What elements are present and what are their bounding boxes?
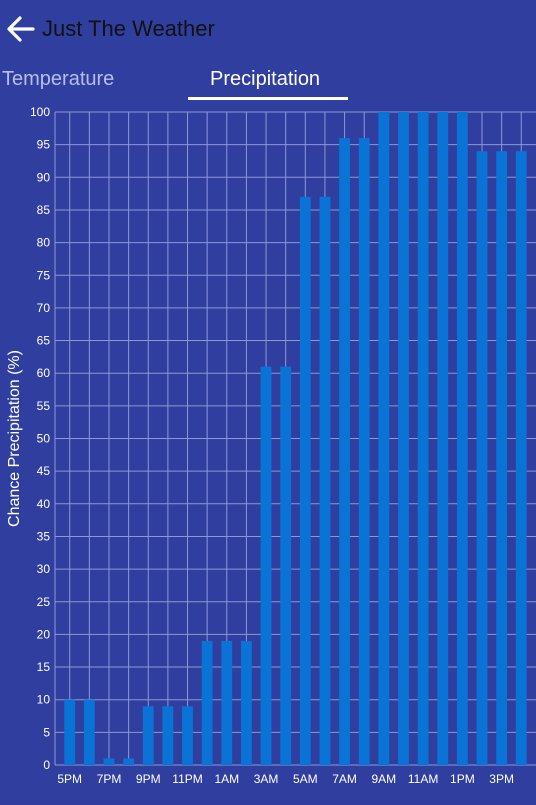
y-tick-label: 80	[37, 236, 51, 250]
app-title: Just The Weather	[42, 16, 215, 41]
bar	[437, 112, 449, 765]
x-tick-label: 11AM	[408, 772, 438, 786]
bar	[358, 138, 370, 765]
bar	[103, 758, 115, 765]
bar	[182, 706, 193, 765]
y-tick-label: 30	[37, 562, 51, 576]
bar	[123, 758, 135, 765]
bar	[299, 196, 311, 765]
x-tick-label: 3AM	[254, 772, 279, 786]
tab-selected-indicator	[188, 97, 348, 100]
bar	[201, 640, 213, 765]
bar	[476, 151, 488, 765]
y-tick-label: 75	[37, 268, 51, 282]
y-tick-label: 65	[37, 334, 51, 348]
bar	[221, 640, 233, 765]
x-tick-label: 1PM	[450, 772, 475, 786]
bar	[241, 640, 252, 765]
y-tick-label: 15	[37, 660, 51, 674]
bar	[142, 706, 154, 765]
app-bar: Just The Weather	[0, 0, 536, 58]
y-tick-label: 10	[37, 693, 51, 707]
tab-temperature[interactable]: Temperature	[2, 68, 115, 90]
y-tick-label: 20	[37, 627, 51, 641]
y-tick-label: 100	[30, 105, 50, 119]
x-tick-label: 5PM	[57, 772, 82, 786]
bar	[496, 151, 508, 765]
y-tick-label: 55	[37, 399, 51, 413]
bar	[260, 366, 272, 765]
bar	[515, 151, 527, 765]
y-tick-label: 95	[37, 138, 51, 152]
x-tick-label: 3PM	[489, 772, 514, 786]
x-tick-label: 1AM	[214, 772, 239, 786]
chart-svg: 0 5 10 15 20 25 30 35 40 45 50 55 60 65 70 75 80 85 90 95 10…	[6, 105, 536, 786]
x-tick-label: 9PM	[136, 772, 161, 786]
y-axis-label: Chance Precipitation (%)	[6, 350, 23, 527]
bar	[398, 112, 409, 765]
precipitation-chart: 0 5 10 15 20 25 30 35 40 45 50 55 60 65 70 75 80 85 90 95 10…	[0, 104, 536, 800]
y-tick-label: 5	[43, 725, 50, 739]
arrow-left-icon	[7, 16, 35, 42]
y-tick-label: 40	[37, 497, 51, 511]
y-tick-label: 90	[37, 170, 51, 184]
bar	[280, 366, 292, 765]
y-tick-label: 85	[37, 203, 51, 217]
y-tick-label: 0	[43, 758, 50, 772]
x-tick-label: 7AM	[332, 772, 357, 786]
y-tick-label: 35	[37, 529, 51, 543]
bar	[417, 112, 429, 765]
bar	[456, 112, 468, 765]
x-tick-label: 11PM	[172, 772, 202, 786]
bar	[339, 138, 350, 765]
bar	[64, 699, 76, 765]
y-tick-label: 70	[37, 301, 51, 315]
tab-bar: Temperature Precipitation	[0, 58, 536, 102]
tab-precipitation[interactable]: Precipitation	[210, 68, 321, 90]
x-tick-label: 7PM	[97, 772, 122, 786]
y-tick-label: 50	[37, 432, 51, 446]
y-tick-label: 45	[37, 464, 51, 478]
bar	[83, 699, 95, 765]
bar	[162, 706, 174, 765]
bar	[319, 196, 331, 765]
bar	[378, 112, 390, 765]
x-tick-label: 5AM	[293, 772, 318, 786]
back-button[interactable]	[4, 12, 38, 46]
x-tick-label: 9AM	[372, 772, 397, 786]
y-tick-label: 60	[37, 366, 51, 380]
y-tick-label: 25	[37, 595, 51, 609]
